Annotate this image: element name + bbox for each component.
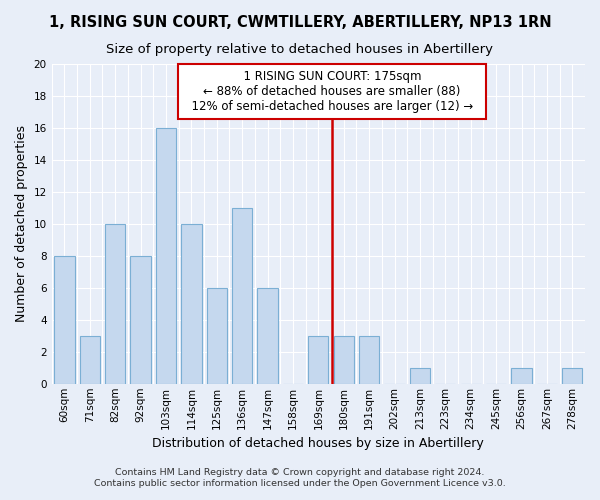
Bar [80, 336, 100, 384]
Bar [257, 288, 278, 384]
Y-axis label: Number of detached properties: Number of detached properties [15, 126, 28, 322]
Bar [130, 256, 151, 384]
Bar [206, 288, 227, 384]
Bar [156, 128, 176, 384]
Text: Contains HM Land Registry data © Crown copyright and database right 2024.
Contai: Contains HM Land Registry data © Crown c… [94, 468, 506, 487]
Bar [562, 368, 583, 384]
Bar [181, 224, 202, 384]
Text: 1, RISING SUN COURT, CWMTILLERY, ABERTILLERY, NP13 1RN: 1, RISING SUN COURT, CWMTILLERY, ABERTIL… [49, 15, 551, 30]
Bar [232, 208, 253, 384]
Bar [308, 336, 328, 384]
Bar [511, 368, 532, 384]
Bar [334, 336, 354, 384]
X-axis label: Distribution of detached houses by size in Abertillery: Distribution of detached houses by size … [152, 437, 484, 450]
Bar [359, 336, 379, 384]
Bar [54, 256, 74, 384]
Bar [410, 368, 430, 384]
Bar [105, 224, 125, 384]
Text: 1 RISING SUN COURT: 175sqm  
← 88% of detached houses are smaller (88)
  12% of : 1 RISING SUN COURT: 175sqm ← 88% of deta… [184, 70, 481, 114]
Text: Size of property relative to detached houses in Abertillery: Size of property relative to detached ho… [107, 42, 493, 56]
